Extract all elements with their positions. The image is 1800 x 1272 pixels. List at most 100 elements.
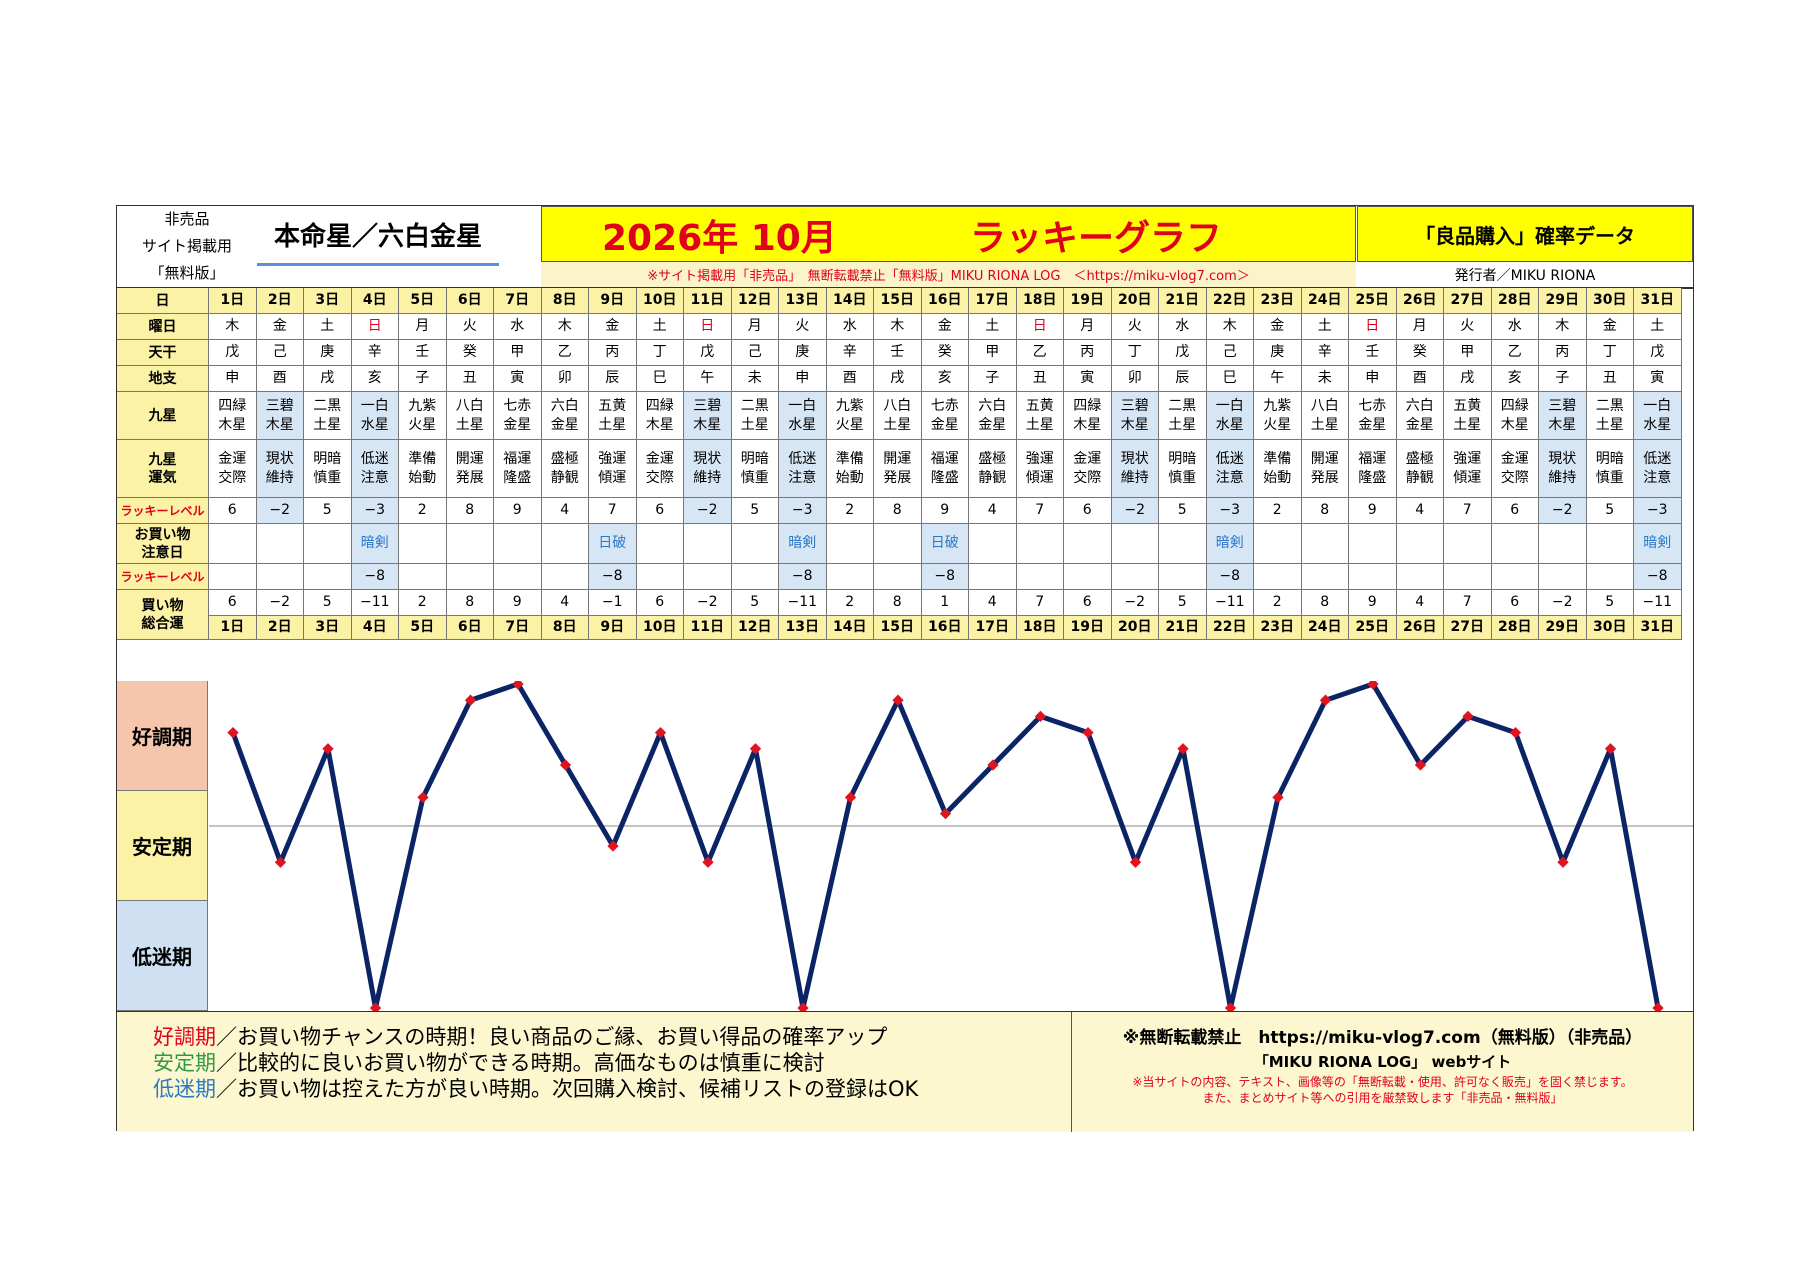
cell-luck: 強運 傾運	[1016, 440, 1064, 498]
cell-wd: 木	[1206, 314, 1254, 340]
row-label-text: 日	[155, 292, 170, 309]
cell-wd: 土	[636, 314, 684, 340]
cell-star: 一白 水星	[1206, 392, 1254, 440]
cell-luck: 現状 維持	[256, 440, 304, 498]
cell-line: 三碧	[265, 397, 294, 414]
lucky-graph-sheet: 非売品 サイト掲載用 「無料版」 本命星／六白金星 2026年 10月 ラッキー…	[116, 205, 1694, 1132]
cell-day: 27日	[1444, 616, 1492, 640]
cell-total: 6	[1491, 590, 1539, 616]
cell-star: 四緑 木星	[636, 392, 684, 440]
cell-stem: 己	[1206, 340, 1254, 366]
cell-line: 三碧	[1548, 397, 1577, 414]
cell-total: 4	[969, 590, 1017, 616]
cell-wd: 火	[1111, 314, 1159, 340]
cell-stem: 乙	[1016, 340, 1064, 366]
cell-level: −2	[256, 498, 304, 524]
cell-stem: 庚	[779, 340, 827, 366]
cell-line: 注意	[788, 469, 817, 486]
cell-line: 維持	[1548, 469, 1577, 486]
cell-line: 四緑	[1500, 397, 1529, 414]
data-point	[1034, 710, 1047, 723]
cell-line: 土星	[1453, 416, 1482, 433]
cell-branch: 丑	[1016, 366, 1064, 392]
cell-caution	[541, 524, 589, 564]
cell-wd: 日	[351, 314, 399, 340]
cell-total: −11	[779, 590, 827, 616]
cell-line: 二黒	[313, 397, 342, 414]
cell-stem: 癸	[1396, 340, 1444, 366]
cell-day: 14日	[826, 616, 874, 640]
cell-line: 現状	[693, 450, 722, 467]
data-point	[1177, 743, 1189, 755]
cell-star: 五黄 土星	[1444, 392, 1492, 440]
zone-stable-label: 安定期	[117, 791, 208, 901]
cell-line: 八白	[1310, 397, 1339, 414]
cell-line: 土星	[1168, 416, 1197, 433]
publisher-label: 発行者／MIKU RIONA	[1454, 267, 1596, 284]
legend-stable-term: 安定期	[153, 1051, 216, 1075]
cell-line: 静観	[1405, 469, 1434, 486]
table-row-day: 日 1日 2日 3日 4日 5日 6日 7日 8日 9日 10日 11日 12日 13日 14日 15日 16日…	[117, 288, 1693, 314]
cell-luck: 低迷 注意	[779, 440, 827, 498]
cell-line: 現状	[1120, 450, 1149, 467]
legend-low-term: 低迷期	[153, 1077, 216, 1101]
cell-level2	[684, 564, 732, 590]
cell-luck: 現状 維持	[1111, 440, 1159, 498]
row-label-text: 天干	[148, 344, 177, 361]
data-label: 「良品購入」確率データ	[1357, 206, 1693, 262]
cell-line: 土星	[598, 416, 627, 433]
table-row-branch: 地支申酉戌亥子丑寅卯辰巳午未申酉戌亥子丑寅卯辰巳午未申酉戌亥子丑寅	[117, 366, 1693, 392]
cell-line: 金星	[978, 416, 1007, 433]
cell-total: 5	[304, 590, 352, 616]
cell-day: 10日	[636, 288, 684, 314]
cell-line: 慎重	[313, 469, 342, 486]
cell-caution	[1539, 524, 1587, 564]
cell-line: 維持	[1120, 469, 1149, 486]
cell-level: 8	[1301, 498, 1349, 524]
cell-luck: 明暗 慎重	[731, 440, 779, 498]
cell-total: 5	[731, 590, 779, 616]
copyright-line: ※無断転載禁止 https://miku-vlog7.com（無料版）（非売品）	[1122, 1028, 1643, 1048]
cell-total: 7	[1016, 590, 1064, 616]
cell-line: 静観	[978, 469, 1007, 486]
cell-stem: 辛	[1301, 340, 1349, 366]
cell-star: 八白 土星	[1301, 392, 1349, 440]
cell-level2	[1539, 564, 1587, 590]
cell-total: 8	[1301, 590, 1349, 616]
cell-level2	[446, 564, 494, 590]
row-label-text: 買い物	[141, 597, 184, 614]
cell-line: 低迷	[1215, 450, 1244, 467]
cell-level: −3	[1206, 498, 1254, 524]
cell-caution	[1111, 524, 1159, 564]
cell-line: 始動	[1263, 469, 1292, 486]
cell-star: 二黒 土星	[1159, 392, 1207, 440]
cell-line: 交際	[1073, 469, 1102, 486]
cell-level2	[1301, 564, 1349, 590]
cell-wd: 木	[209, 314, 257, 340]
cell-level: 9	[921, 498, 969, 524]
cell-line: 傾運	[1453, 469, 1482, 486]
cell-branch: 寅	[494, 366, 542, 392]
cell-total: −1	[589, 590, 637, 616]
row-label: お買い物 注意日	[117, 524, 209, 564]
cell-branch: 戌	[304, 366, 352, 392]
cell-stem: 癸	[921, 340, 969, 366]
table-row-luck: 九星 運気 金運 交際 現状 維持 明暗 慎重 低迷 注意 準備 始動 開運 発展 福運 隆盛 盛極 静観 強運 傾運…	[117, 440, 1693, 498]
row-label-text: 九星	[148, 407, 177, 424]
cell-star: 五黄 土星	[589, 392, 637, 440]
cell-star: 三碧 木星	[684, 392, 732, 440]
cell-line: 強運	[1453, 450, 1482, 467]
row-label: 九星 運気	[117, 440, 209, 498]
cell-star: 六白 金星	[969, 392, 1017, 440]
cell-line: 現状	[1548, 450, 1577, 467]
cell-day: 5日	[399, 616, 447, 640]
cell-level2	[1586, 564, 1634, 590]
cell-level2	[494, 564, 542, 590]
cell-level2	[874, 564, 922, 590]
cell-line: 準備	[835, 450, 864, 467]
cell-branch: 卯	[541, 366, 589, 392]
cell-line: 水星	[1643, 416, 1672, 433]
cell-level: 6	[1064, 498, 1112, 524]
cell-branch: 亥	[1491, 366, 1539, 392]
data-point	[1604, 743, 1617, 755]
